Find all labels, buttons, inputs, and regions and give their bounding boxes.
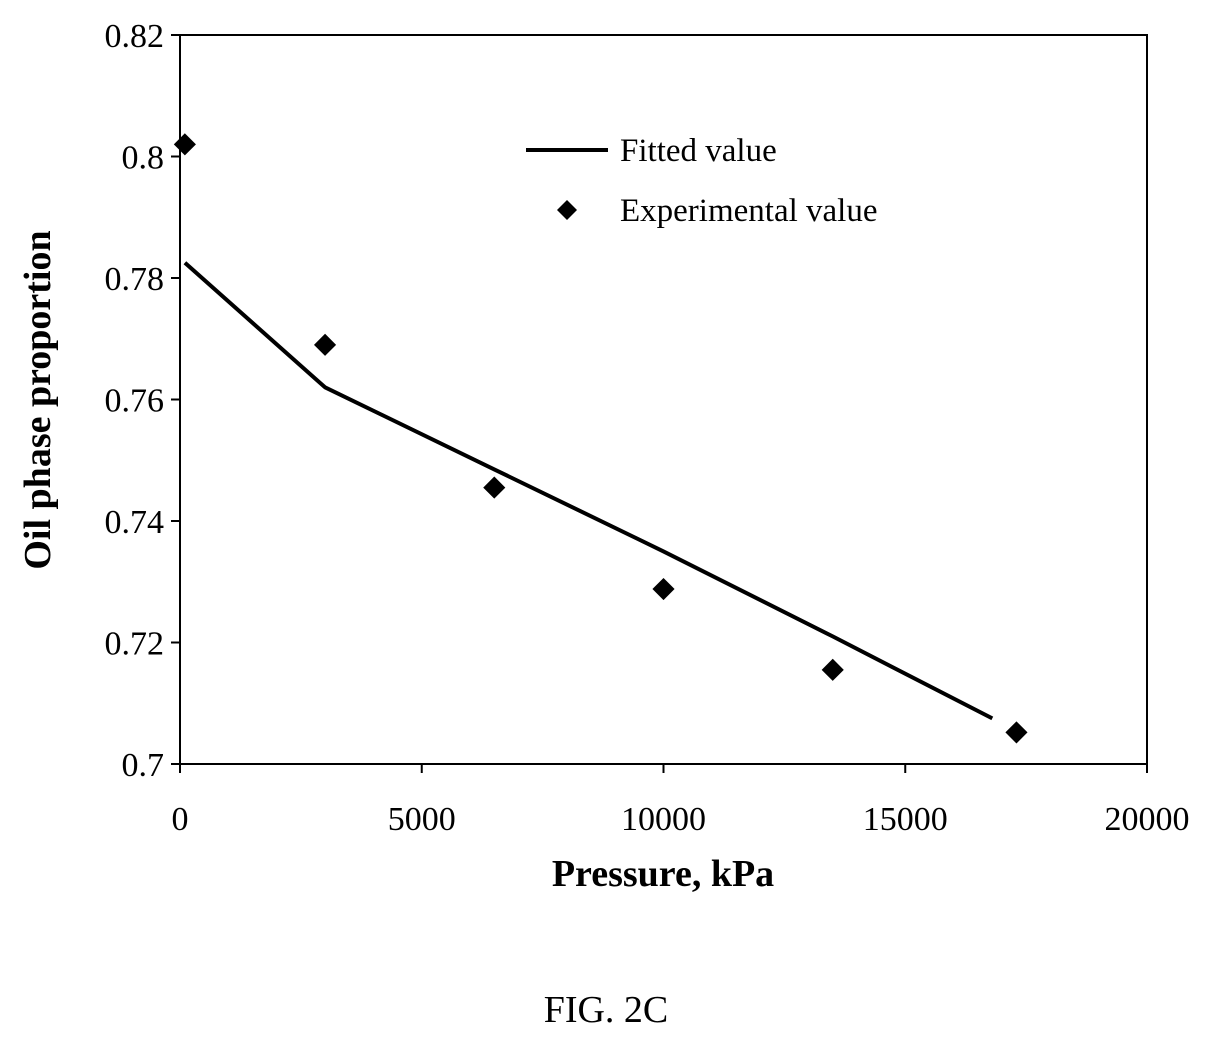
- y-tick-label: 0.76: [105, 383, 165, 420]
- y-tick-label: 0.8: [122, 140, 165, 177]
- x-tick-label: 20000: [1105, 801, 1190, 838]
- legend-label: Fitted value: [620, 133, 777, 169]
- data-point-experimental-value: [821, 658, 844, 681]
- y-tick-label: 0.7: [122, 747, 165, 784]
- series-line-fitted-value: [183, 261, 994, 721]
- figure-caption: FIG. 2C: [544, 989, 669, 1031]
- legend: Fitted value Experimental value: [526, 133, 877, 229]
- x-axis: 0 5000 10000 15000 20000: [172, 764, 1190, 838]
- data-point-experimental-value: [652, 577, 675, 601]
- data-point-experimental-value: [173, 133, 196, 156]
- x-tick-label: 15000: [863, 801, 948, 838]
- y-axis: 0.7 0.72 0.74 0.76 0.78 0.8 0.82: [105, 18, 180, 784]
- y-tick-label: 0.82: [105, 18, 165, 55]
- x-tick-label: 10000: [621, 801, 706, 838]
- series-layer: [173, 133, 1028, 744]
- x-axis-title: Pressure, kPa: [552, 853, 774, 895]
- legend-diamond-swatch: [557, 200, 577, 220]
- x-tick-label: 0: [172, 801, 189, 838]
- legend-label: Experimental value: [620, 193, 877, 229]
- y-axis-title: Oil phase proportion: [17, 230, 59, 569]
- y-tick-label: 0.74: [105, 504, 165, 541]
- y-tick-label: 0.78: [105, 261, 165, 298]
- data-point-experimental-value: [483, 476, 506, 499]
- data-point-experimental-value: [1005, 721, 1028, 744]
- x-tick-label: 5000: [388, 801, 456, 838]
- y-tick-label: 0.72: [105, 626, 165, 663]
- data-point-experimental-value: [313, 333, 337, 356]
